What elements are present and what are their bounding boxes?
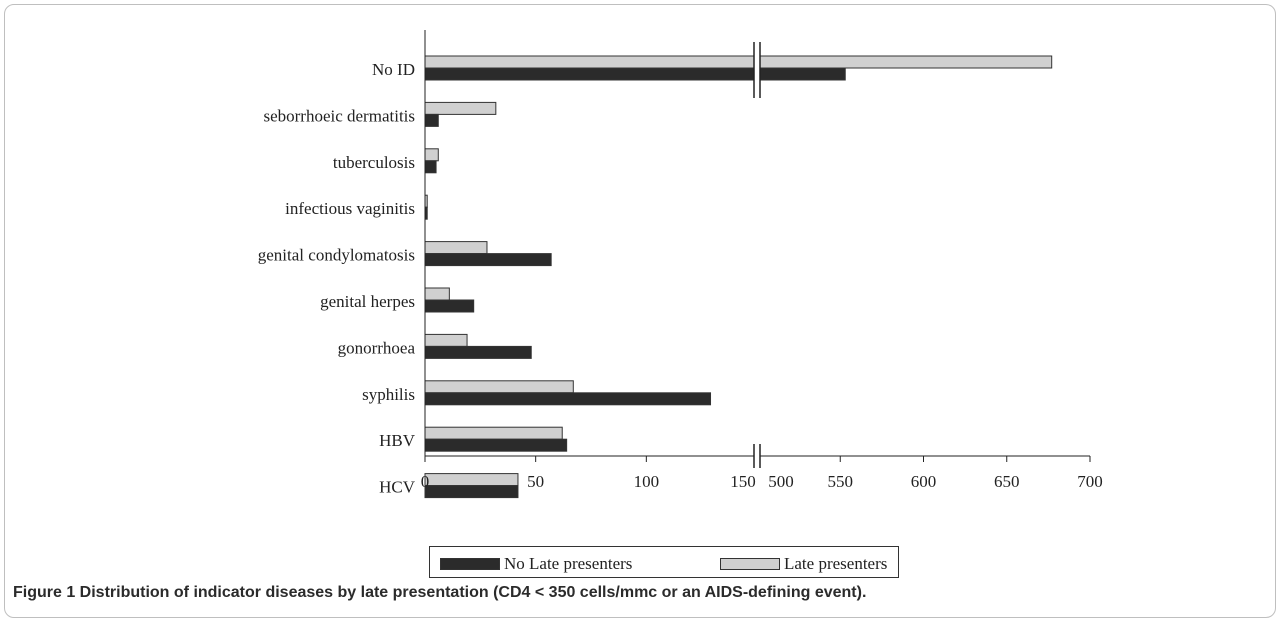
category-label: genital condylomatosis [258, 246, 415, 265]
bar-no-late-presenters [424, 253, 552, 267]
bar-no-late-presenters [424, 67, 846, 81]
legend-swatch-late [720, 558, 780, 570]
x-tick-label: 700 [1077, 472, 1103, 491]
x-ticks: 0 50 100 150 500 550 600 650 700 [421, 456, 1103, 491]
x-tick-label: 600 [911, 472, 937, 491]
bar-late-presenters [424, 241, 488, 255]
legend-swatch-no-late [440, 558, 500, 570]
bar-late-presenters [424, 333, 468, 347]
bar-late-presenters [424, 473, 519, 487]
bar-no-late-presenters [424, 113, 439, 127]
axis-break-gap [754, 42, 760, 98]
x-tick-label: 550 [828, 472, 854, 491]
bar-no-late-presenters [424, 160, 437, 174]
category-label: syphilis [362, 385, 415, 404]
category-label: seborrhoeic dermatitis [263, 106, 415, 125]
category-label: HBV [379, 431, 416, 450]
legend-item-no-late: No Late presenters [440, 554, 632, 574]
x-tick-label: 50 [527, 472, 544, 491]
bar-no-late-presenters [424, 345, 532, 359]
bar-late-presenters [424, 148, 439, 162]
legend-label-no-late: No Late presenters [504, 554, 633, 573]
bar-no-late-presenters [424, 485, 519, 499]
bar-no-late-presenters [424, 438, 568, 452]
category-label: HCV [379, 478, 416, 497]
category-label: infectious vaginitis [285, 199, 415, 218]
category-label: genital herpes [320, 292, 415, 311]
axis-break-gap [754, 444, 760, 468]
x-tick-label: 650 [994, 472, 1020, 491]
x-tick-label: 100 [634, 472, 660, 491]
figure-caption: Figure 1 Distribution of indicator disea… [13, 584, 867, 601]
category-labels: No ID seborrhoeic dermatitis tuberculosis i… [258, 60, 416, 497]
x-tick-label: 500 [768, 472, 794, 491]
bar-late-presenters [424, 426, 563, 440]
figure-frame [4, 4, 1276, 618]
legend-label-late: Late presenters [784, 554, 888, 573]
bar-no-late-presenters [424, 299, 475, 313]
x-tick-label: 150 [730, 472, 756, 491]
bar-late-presenters [424, 101, 497, 115]
x-tick-label: 0 [421, 472, 430, 491]
category-label: gonorrhoea [338, 338, 416, 357]
legend: No Late presenters Late presenters [429, 546, 899, 578]
category-label: tuberculosis [333, 153, 415, 172]
bar-late-presenters [424, 287, 450, 301]
category-label: No ID [372, 60, 415, 79]
axis-break-marks [753, 42, 761, 468]
bar-late-presenters [424, 380, 574, 394]
bars [424, 55, 1053, 499]
bar-chart: No ID seborrhoeic dermatitis tuberculosis i… [258, 30, 1103, 499]
bar-no-late-presenters [424, 392, 712, 406]
bar-late-presenters [424, 55, 1053, 69]
legend-item-late: Late presenters [720, 554, 887, 574]
